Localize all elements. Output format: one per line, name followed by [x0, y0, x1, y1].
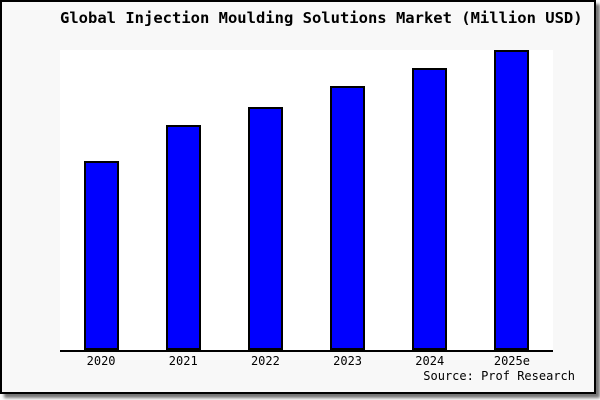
x-tick-label-2023: 2023: [333, 354, 363, 368]
x-tick-label-2020: 2020: [86, 354, 116, 368]
bar-2022: [247, 107, 283, 350]
x-tick-label-2024: 2024: [415, 354, 445, 368]
bar-2021: [165, 125, 201, 350]
x-tick-label-2022: 2022: [250, 354, 280, 368]
chart-card: Global Injection Moulding Solutions Mark…: [0, 0, 596, 394]
bar-2025e: [494, 50, 530, 350]
bar-2020: [83, 161, 119, 350]
bar-2024: [412, 68, 448, 350]
chart-title: Global Injection Moulding Solutions Mark…: [60, 9, 583, 27]
source-note: Source: Prof Research: [423, 369, 575, 383]
x-tick-label-2021: 2021: [168, 354, 198, 368]
x-tick-label-2025e: 2025e: [493, 354, 530, 368]
plot-area: [60, 50, 553, 352]
bar-2023: [330, 86, 366, 350]
x-axis-labels: 2020 2021 2022 2023 2024 2025e: [60, 354, 553, 370]
